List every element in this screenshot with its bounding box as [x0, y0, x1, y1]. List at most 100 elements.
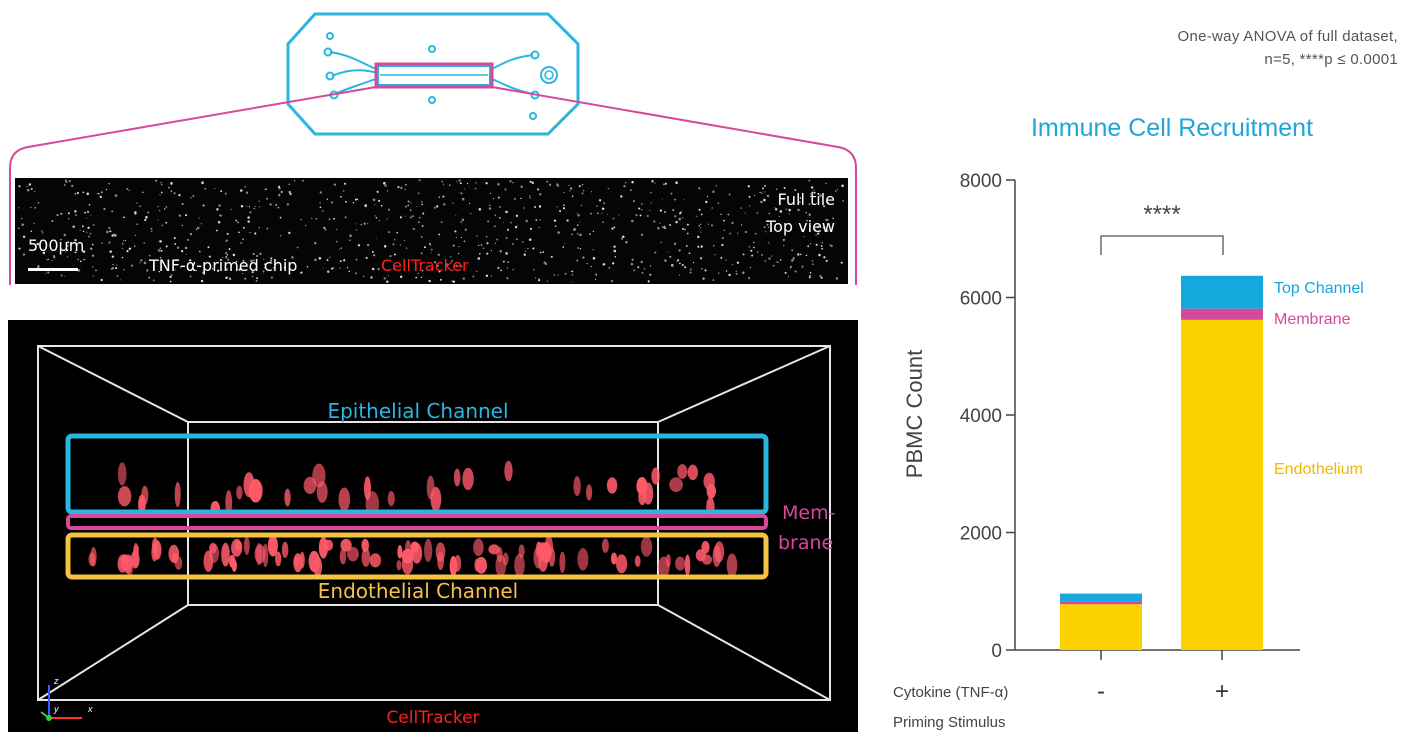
speckle [143, 242, 146, 244]
speckle [20, 217, 23, 220]
speckle [664, 182, 667, 185]
speckle [413, 228, 415, 230]
speckle [258, 200, 260, 202]
cell-blob [361, 548, 371, 567]
speckle [681, 227, 684, 230]
speckle [160, 191, 163, 194]
speckle [476, 235, 478, 237]
speckle [192, 194, 195, 197]
speckle [41, 232, 44, 234]
cell-blob [475, 556, 488, 574]
speckle [497, 266, 500, 270]
speckle [140, 259, 143, 262]
speckle [631, 219, 634, 223]
speckle [386, 218, 388, 220]
speckle [344, 182, 347, 185]
speckle [100, 278, 103, 282]
speckle [620, 195, 623, 198]
speckle [720, 213, 722, 216]
speckle [108, 226, 111, 230]
speckle [509, 180, 512, 183]
cell-blob [397, 545, 403, 559]
speckle [835, 190, 837, 192]
speckle [264, 263, 267, 266]
speckle [601, 207, 605, 210]
cell-blob [347, 546, 359, 562]
speckle [537, 188, 540, 191]
speckle [590, 191, 592, 193]
speckle [721, 237, 724, 240]
speckle [578, 185, 581, 188]
speckle [295, 265, 297, 267]
speckle [270, 276, 273, 279]
speckle [498, 205, 501, 208]
speckle [686, 223, 689, 226]
speckle [161, 224, 163, 226]
speckle [641, 203, 643, 205]
speckle [523, 253, 526, 256]
speckle [195, 270, 198, 272]
speckle [633, 200, 635, 202]
speckle [21, 223, 24, 226]
cell-blob [410, 541, 420, 554]
speckle [422, 212, 425, 215]
speckle [90, 214, 92, 216]
speckle [748, 195, 751, 198]
speckle [537, 278, 541, 282]
speckle [618, 214, 620, 216]
speckle [301, 179, 304, 182]
speckle [266, 227, 269, 230]
speckle [672, 209, 675, 212]
endothelial-channel-box [65, 532, 769, 580]
speckle [776, 261, 779, 264]
speckle [815, 203, 817, 205]
speckle [333, 183, 337, 186]
speckle [242, 259, 245, 262]
cell-blob [284, 488, 291, 507]
speckle [108, 241, 111, 244]
speckle [458, 179, 461, 182]
speckle [675, 181, 678, 184]
speckle [208, 255, 211, 258]
speckle [74, 251, 77, 254]
speckle [650, 191, 652, 194]
speckle [452, 244, 455, 247]
speckle [725, 270, 728, 272]
speckle [825, 229, 829, 233]
speckle [797, 253, 800, 256]
speckle [486, 252, 489, 255]
cell-blob [669, 477, 683, 493]
speckle [319, 202, 321, 204]
speckle [500, 269, 502, 272]
speckle [674, 198, 677, 201]
speckle [723, 229, 726, 232]
speckle [315, 217, 318, 220]
speckle [774, 208, 778, 211]
speckle [83, 258, 85, 261]
speckle [82, 230, 85, 233]
speckle [503, 260, 505, 263]
cell-blob [695, 549, 706, 562]
speckle [165, 206, 168, 208]
speckle [485, 274, 489, 278]
speckle [576, 233, 579, 235]
speckle [792, 259, 794, 261]
speckle [664, 227, 667, 230]
speckle [263, 266, 266, 269]
speckle [380, 204, 383, 207]
speckle [579, 221, 581, 223]
speckle [458, 246, 460, 248]
speckle [750, 249, 753, 252]
speckle [490, 275, 492, 277]
speckle [329, 256, 331, 258]
speckle [556, 206, 558, 208]
speckle [686, 232, 689, 235]
speckle [532, 247, 535, 250]
speckle [190, 197, 192, 199]
speckle [304, 224, 307, 227]
speckle [375, 217, 378, 219]
speckle [400, 186, 403, 190]
speckle [512, 242, 515, 245]
speckle [538, 205, 542, 208]
speckle [760, 253, 763, 256]
